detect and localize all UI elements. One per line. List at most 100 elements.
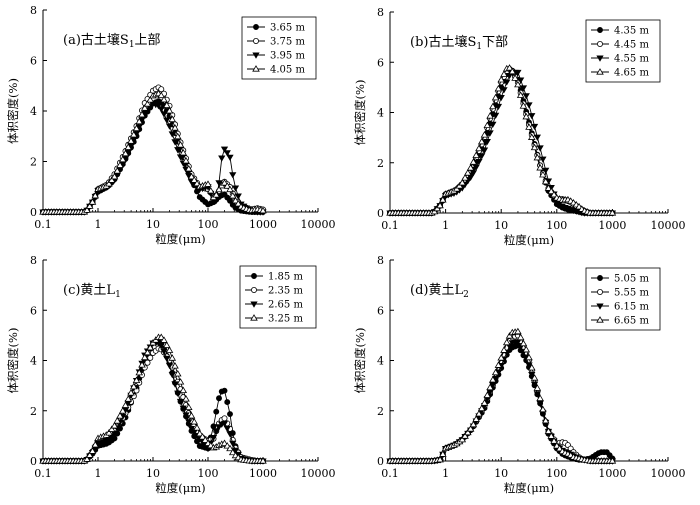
data-point [210,423,217,430]
x-tick-label: 100 [546,219,567,232]
data-point [135,368,144,376]
legend-marker [250,301,258,308]
x-tick-label: 10000 [651,219,686,232]
data-point [500,346,508,353]
y-axis-label: 体积密度(%) [6,328,20,394]
y-tick-label: 4 [30,355,37,368]
data-point [176,378,185,385]
data-point [88,447,97,454]
y-tick-label: 0 [377,455,384,468]
legend-label: 4.45 m [614,40,649,51]
data-point [163,117,171,124]
data-point [480,399,489,406]
data-point [516,333,525,341]
panel-title-main: (c)黄土L [63,283,115,298]
data-point [608,457,617,464]
x-axis-label: 粒度(μm) [155,481,205,495]
data-point [505,64,514,71]
x-tick-label: 1 [95,467,102,480]
data-point [525,123,533,130]
data-point [187,172,196,180]
data-point [483,121,492,129]
legend-marker [252,38,259,45]
data-point [116,412,124,419]
data-point [226,185,234,193]
data-point [182,395,190,402]
data-point [525,102,533,109]
panel-title: (a)古土壤S1上部 [63,32,161,50]
data-point [505,332,514,339]
data-point [541,177,550,185]
legend-label: 2.65 m [268,300,303,311]
x-tick-label: 1000 [598,467,626,480]
data-point [163,355,171,363]
data-point [146,343,155,351]
data-point [204,180,212,187]
data-point [184,403,193,411]
data-point [179,386,188,394]
data-point [124,395,133,402]
panel-title-main: (d)黄土L [410,283,463,298]
data-point [215,185,223,193]
data-point [105,179,113,187]
y-tick-label: 8 [30,254,37,267]
data-point [547,187,556,195]
data-point [127,389,135,396]
data-point [83,206,91,213]
data-point [171,124,179,131]
y-tick-label: 4 [377,107,384,120]
x-tick-label: 0.1 [381,467,399,480]
x-tick-label: 10 [494,467,508,480]
data-point [174,390,182,397]
data-point [85,451,94,458]
y-tick-label: 6 [30,304,37,317]
x-tick-label: 100 [198,218,219,231]
legend-marker [596,303,604,310]
data-point [480,147,489,154]
panel-title-suffix: 下部 [482,35,508,50]
legend-label: 6.15 m [614,302,649,313]
x-axis-label: 粒度(μm) [504,481,554,495]
legend: 3.65 m 3.75 m 3.95 m 4.05 m [241,16,317,80]
legend-marker [597,41,604,48]
data-point [478,153,486,160]
data-point [157,343,165,350]
data-point [193,424,201,431]
data-point [472,164,480,171]
data-point [223,182,232,189]
data-point [234,199,243,207]
data-point [436,201,444,209]
data-point [231,196,240,204]
series-line [43,348,263,462]
data-point [143,348,152,356]
legend-marker [251,273,257,279]
data-point [209,434,218,442]
legend-label: 5.55 m [614,288,649,299]
data-point [228,192,237,199]
data-point [483,138,491,146]
legend-marker [250,286,257,293]
data-point [503,79,511,86]
legend-marker [597,275,603,281]
data-point [171,362,179,369]
data-point [173,369,182,377]
data-point [544,184,553,191]
x-tick-label: 10 [146,467,160,480]
data-point [539,156,547,163]
data-point [477,137,486,145]
legend-label: 3.95 m [270,51,305,62]
data-point [182,412,190,419]
data-point [110,172,119,180]
y-tick-label: 0 [377,207,384,220]
series-4.65m [386,64,617,216]
x-axis-label: 粒度(μm) [504,233,554,247]
data-point [127,137,135,144]
data-point [165,106,174,114]
legend-marker [597,27,603,33]
data-point [469,158,478,165]
data-point [536,394,544,401]
data-point [227,411,233,417]
legend-marker [596,68,604,75]
data-point [113,167,122,174]
data-point [439,450,447,457]
